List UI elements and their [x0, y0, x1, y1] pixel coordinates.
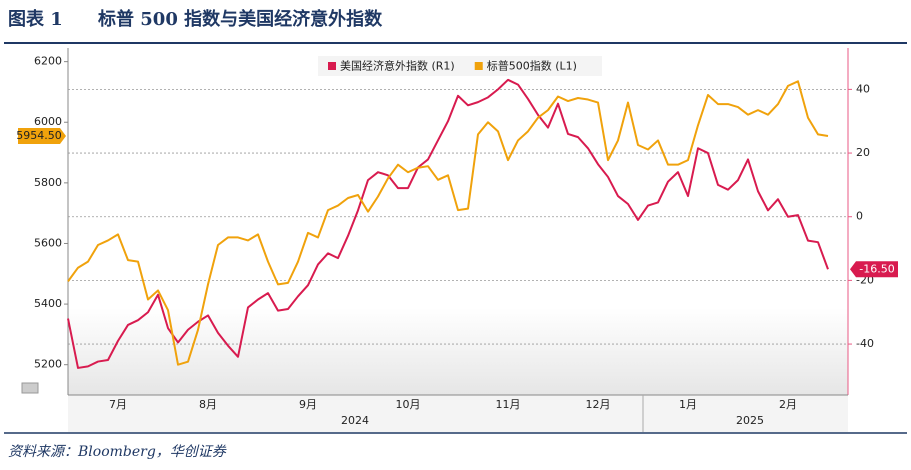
x-axis-band	[68, 395, 848, 432]
year-label: 2025	[736, 414, 764, 427]
source: 资料来源：Bloomberg，华创证券	[8, 444, 227, 460]
icon	[21, 382, 39, 394]
y2-tick-label: 20	[856, 146, 870, 159]
value-label: 5954.50	[16, 129, 62, 142]
year-label: 2024	[341, 414, 369, 427]
figure-label: 图表 1	[8, 8, 63, 30]
series-line	[67, 80, 829, 366]
legend-swatch	[328, 62, 336, 70]
legend-box	[318, 56, 602, 76]
series-line	[67, 78, 829, 369]
chart-title: 标普 500 指数与美国经济意外指数	[97, 8, 383, 30]
y2-tick-label: -40	[856, 337, 874, 350]
y-tick-label: 5200	[34, 358, 62, 371]
value-label: -16.50	[859, 262, 894, 275]
x-tick-label: 9月	[299, 398, 317, 411]
x-tick-label: 10月	[396, 398, 421, 411]
y-tick-label: 5600	[34, 236, 62, 249]
plot-area	[68, 48, 848, 395]
x-tick-label: 11月	[496, 398, 521, 411]
value-tag	[850, 261, 898, 278]
x-tick-label: 8月	[199, 398, 217, 411]
x-tick-label: 1月	[679, 398, 697, 411]
legend: 美国经济意外指数 (R1) 标普500指数 (L1)	[318, 56, 602, 76]
legend-swatch	[474, 62, 483, 70]
x-tick-label: 12月	[586, 398, 611, 411]
y-tick-label: 6000	[34, 115, 62, 128]
legend-label: 美国经济意外指数 (R1)	[340, 59, 455, 73]
y-tick-label: 5800	[34, 176, 62, 189]
value-tag	[18, 128, 66, 145]
x-tick-label: 7月	[109, 398, 127, 411]
y-tick-label: 6200	[34, 55, 62, 68]
y-tick-label: 5400	[34, 297, 62, 310]
y2-tick-label: 40	[856, 82, 870, 95]
legend-label: 标普500指数 (L1)	[487, 59, 577, 73]
y2-tick-label: 0	[856, 210, 863, 223]
x-tick-label: 2月	[779, 398, 797, 411]
